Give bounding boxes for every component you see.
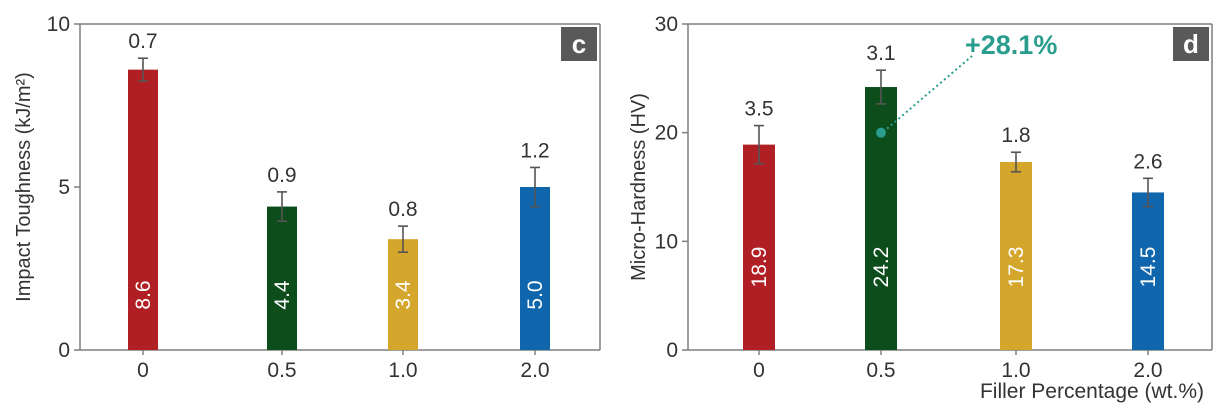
bar [267,206,297,350]
y-tick-label: 0 [666,339,678,362]
error-label: 0.9 [267,164,296,187]
bar [1000,162,1032,350]
y-axis-label: Micro-Hardness (HV) [628,93,650,281]
value-label: 24.2 [870,247,893,288]
x-tick-label: 0.5 [267,359,296,382]
bar [128,69,158,350]
x-tick-label: 2.0 [1133,359,1162,382]
annotation-leader [886,55,973,130]
panel-label: d [1183,29,1199,59]
chart-panel-c: Impact Toughness (kJ/m²) c Filler Percen… [13,13,1204,403]
y-tick-label: 10 [655,230,678,253]
x-tick-label: 0 [753,359,765,382]
error-label: 1.2 [520,139,549,162]
bar [1132,192,1164,350]
bar [865,87,897,350]
y-axis-label: Impact Toughness (kJ/m²) [13,72,35,302]
x-axis-label: Filler Percentage (wt.%) [980,380,1204,403]
y-tick-label: 10 [47,13,70,36]
plot-area: 0 5 10 0 0.7 8.6 0.5 0.9 4.4 1.0 0.8 3.4 2.0 1.2 5.0 [47,13,550,382]
y-tick-label: 5 [58,176,70,199]
plot-area: 0 10 20 30 0 3.5 18.9 0.5 3.1 24.2 1.0 1.8 17.3 2.0 2.… [655,13,1164,382]
panel-label-badge [561,27,597,61]
error-label: 1.8 [1001,124,1030,147]
y-tick-label: 0 [58,339,70,362]
error-label: 0.8 [388,198,417,221]
value-label: 4.4 [271,280,294,310]
bar [520,187,550,350]
x-tick-label: 0.5 [866,359,895,382]
value-label: 3.4 [392,280,415,310]
error-label: 3.1 [866,42,895,65]
value-label: 8.6 [132,280,155,309]
chart-panel-d: Micro-Hardness (HV) d 0 10 20 30 0 3.5 18.9 0.5… [628,13,1213,382]
value-label: 17.3 [1005,247,1028,288]
x-tick-label: 0 [137,359,149,382]
panel-label-badge [1173,27,1209,61]
error-label: 0.7 [128,30,157,53]
x-tick-label: 1.0 [388,359,417,382]
y-tick-label: 20 [655,122,678,145]
y-tick-label: 30 [655,13,678,36]
bar [388,239,418,350]
annotation-label: +28.1% [965,30,1057,60]
x-tick-label: 2.0 [520,359,549,382]
error-label: 3.5 [744,98,773,121]
error-label: 2.6 [1133,150,1162,173]
value-label: 14.5 [1137,247,1160,288]
value-label: 18.9 [748,247,771,288]
bar [743,144,775,350]
annotation-marker [876,127,886,138]
x-tick-label: 1.0 [1001,359,1030,382]
panel-label: c [572,29,586,59]
value-label: 5.0 [524,280,547,309]
